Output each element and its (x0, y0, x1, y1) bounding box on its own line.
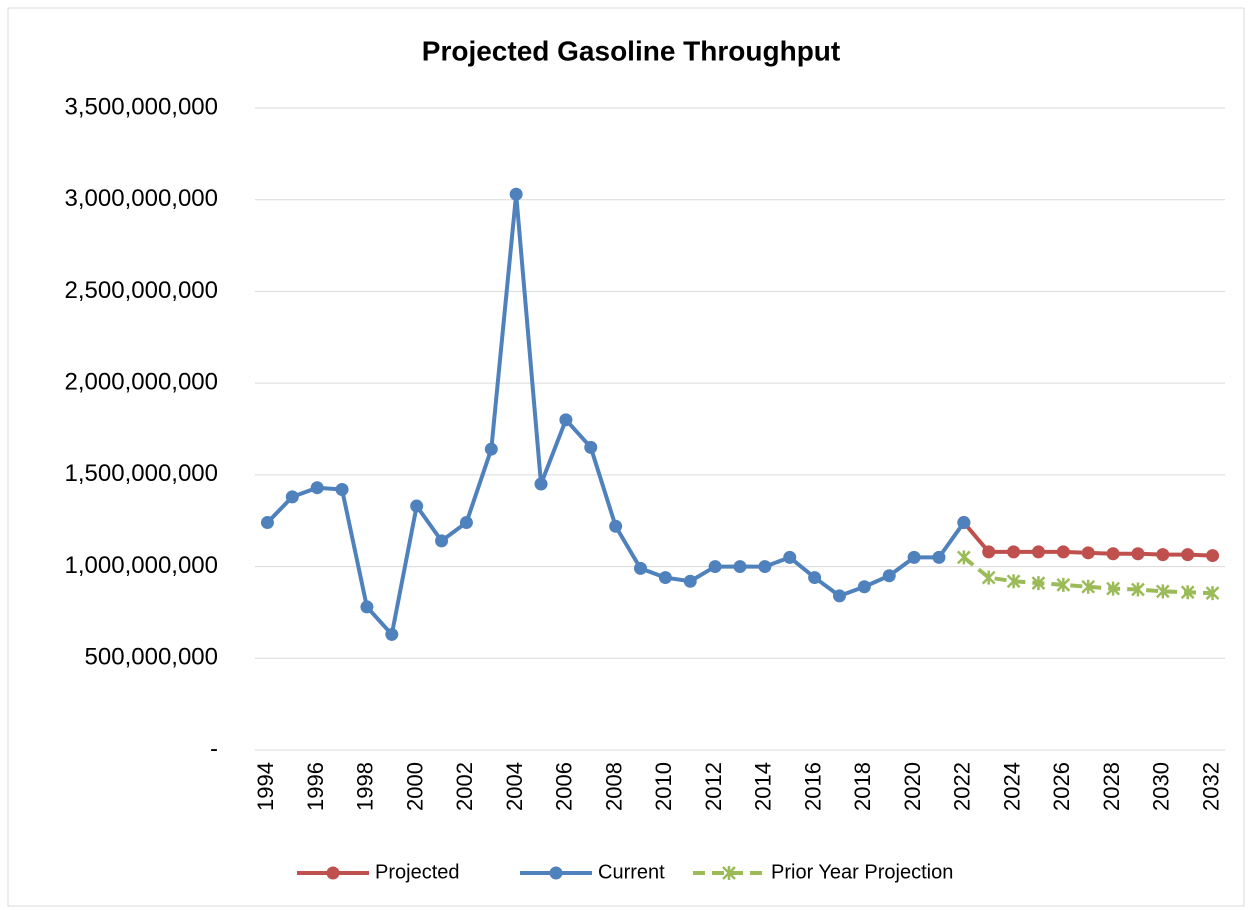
marker (534, 477, 548, 491)
marker (722, 866, 736, 880)
marker (1056, 577, 1071, 592)
marker (957, 516, 971, 530)
marker (783, 550, 797, 564)
marker (559, 413, 573, 427)
x-tick-label: 2030 (1149, 762, 1174, 811)
marker (1106, 581, 1120, 596)
x-tick-label: 2018 (850, 762, 875, 811)
x-tick-label: 2004 (502, 762, 527, 811)
marker (435, 534, 449, 548)
x-tick-label: 1994 (253, 762, 278, 811)
x-tick-label: 2028 (1099, 762, 1124, 811)
x-tick-label: 1998 (353, 762, 378, 811)
x-tick-label: 1996 (303, 762, 328, 811)
y-tick-label: - (210, 735, 218, 762)
marker (1206, 549, 1220, 563)
x-tick-label: 2008 (601, 762, 626, 811)
marker (1106, 547, 1120, 561)
x-tick-label: 2012 (701, 762, 726, 811)
marker (981, 570, 996, 585)
marker (310, 481, 324, 495)
marker (683, 574, 697, 588)
legend-label: Prior Year Projection (771, 861, 953, 883)
y-tick-label: 3,500,000,000 (65, 93, 218, 120)
x-tick-label: 2024 (999, 762, 1024, 811)
x-tick-label: 2026 (1049, 762, 1074, 811)
marker (758, 560, 772, 574)
x-tick-label: 2014 (751, 762, 776, 811)
marker (1156, 548, 1170, 562)
marker (982, 545, 996, 559)
marker (932, 550, 946, 564)
marker (1155, 584, 1170, 599)
chart-title: Projected Gasoline Throughput (422, 35, 840, 66)
marker (549, 866, 563, 880)
marker (1081, 579, 1096, 594)
marker (1081, 546, 1095, 560)
x-tick-label: 2022 (950, 762, 975, 811)
marker (1007, 545, 1021, 559)
x-tick-label: 2016 (800, 762, 825, 811)
x-tick-label: 2032 (1198, 762, 1223, 811)
chart-border (7, 7, 1245, 907)
marker (882, 569, 896, 583)
marker (609, 519, 623, 533)
y-tick-label: 1,500,000,000 (65, 460, 218, 487)
marker (1131, 547, 1145, 561)
y-tick-label: 1,000,000,000 (65, 552, 218, 579)
legend-label: Current (598, 861, 665, 883)
marker (1031, 545, 1045, 559)
marker (484, 442, 498, 456)
marker (907, 550, 921, 564)
marker (857, 580, 871, 594)
marker (584, 440, 598, 454)
marker (410, 499, 424, 513)
series-line (962, 555, 1213, 596)
y-tick-label: 500,000,000 (85, 644, 218, 671)
x-tick-label: 2010 (651, 762, 676, 811)
marker (733, 560, 747, 574)
marker (260, 516, 274, 530)
marker (360, 600, 374, 614)
x-tick-label: 2020 (900, 762, 925, 811)
x-tick-label: 2000 (402, 762, 427, 811)
marker (634, 561, 648, 575)
y-tick-label: 2,500,000,000 (65, 277, 218, 304)
marker (326, 866, 340, 880)
marker (1006, 574, 1021, 589)
y-tick-label: 3,000,000,000 (65, 185, 218, 212)
marker (335, 483, 349, 497)
marker (956, 550, 971, 565)
marker (1056, 545, 1070, 559)
marker (708, 560, 722, 574)
marker (1031, 576, 1046, 591)
marker (832, 589, 846, 603)
x-tick-label: 2006 (552, 762, 577, 811)
marker (509, 187, 523, 201)
marker (1131, 582, 1145, 597)
marker (285, 490, 299, 504)
y-tick-label: 2,000,000,000 (65, 368, 218, 395)
marker (1181, 548, 1195, 562)
legend-label: Projected (375, 861, 460, 883)
marker (459, 516, 473, 530)
marker (385, 627, 399, 641)
marker (1180, 585, 1195, 600)
marker (808, 571, 822, 585)
marker (658, 571, 672, 585)
marker (1205, 586, 1220, 601)
x-tick-label: 2002 (452, 762, 477, 811)
